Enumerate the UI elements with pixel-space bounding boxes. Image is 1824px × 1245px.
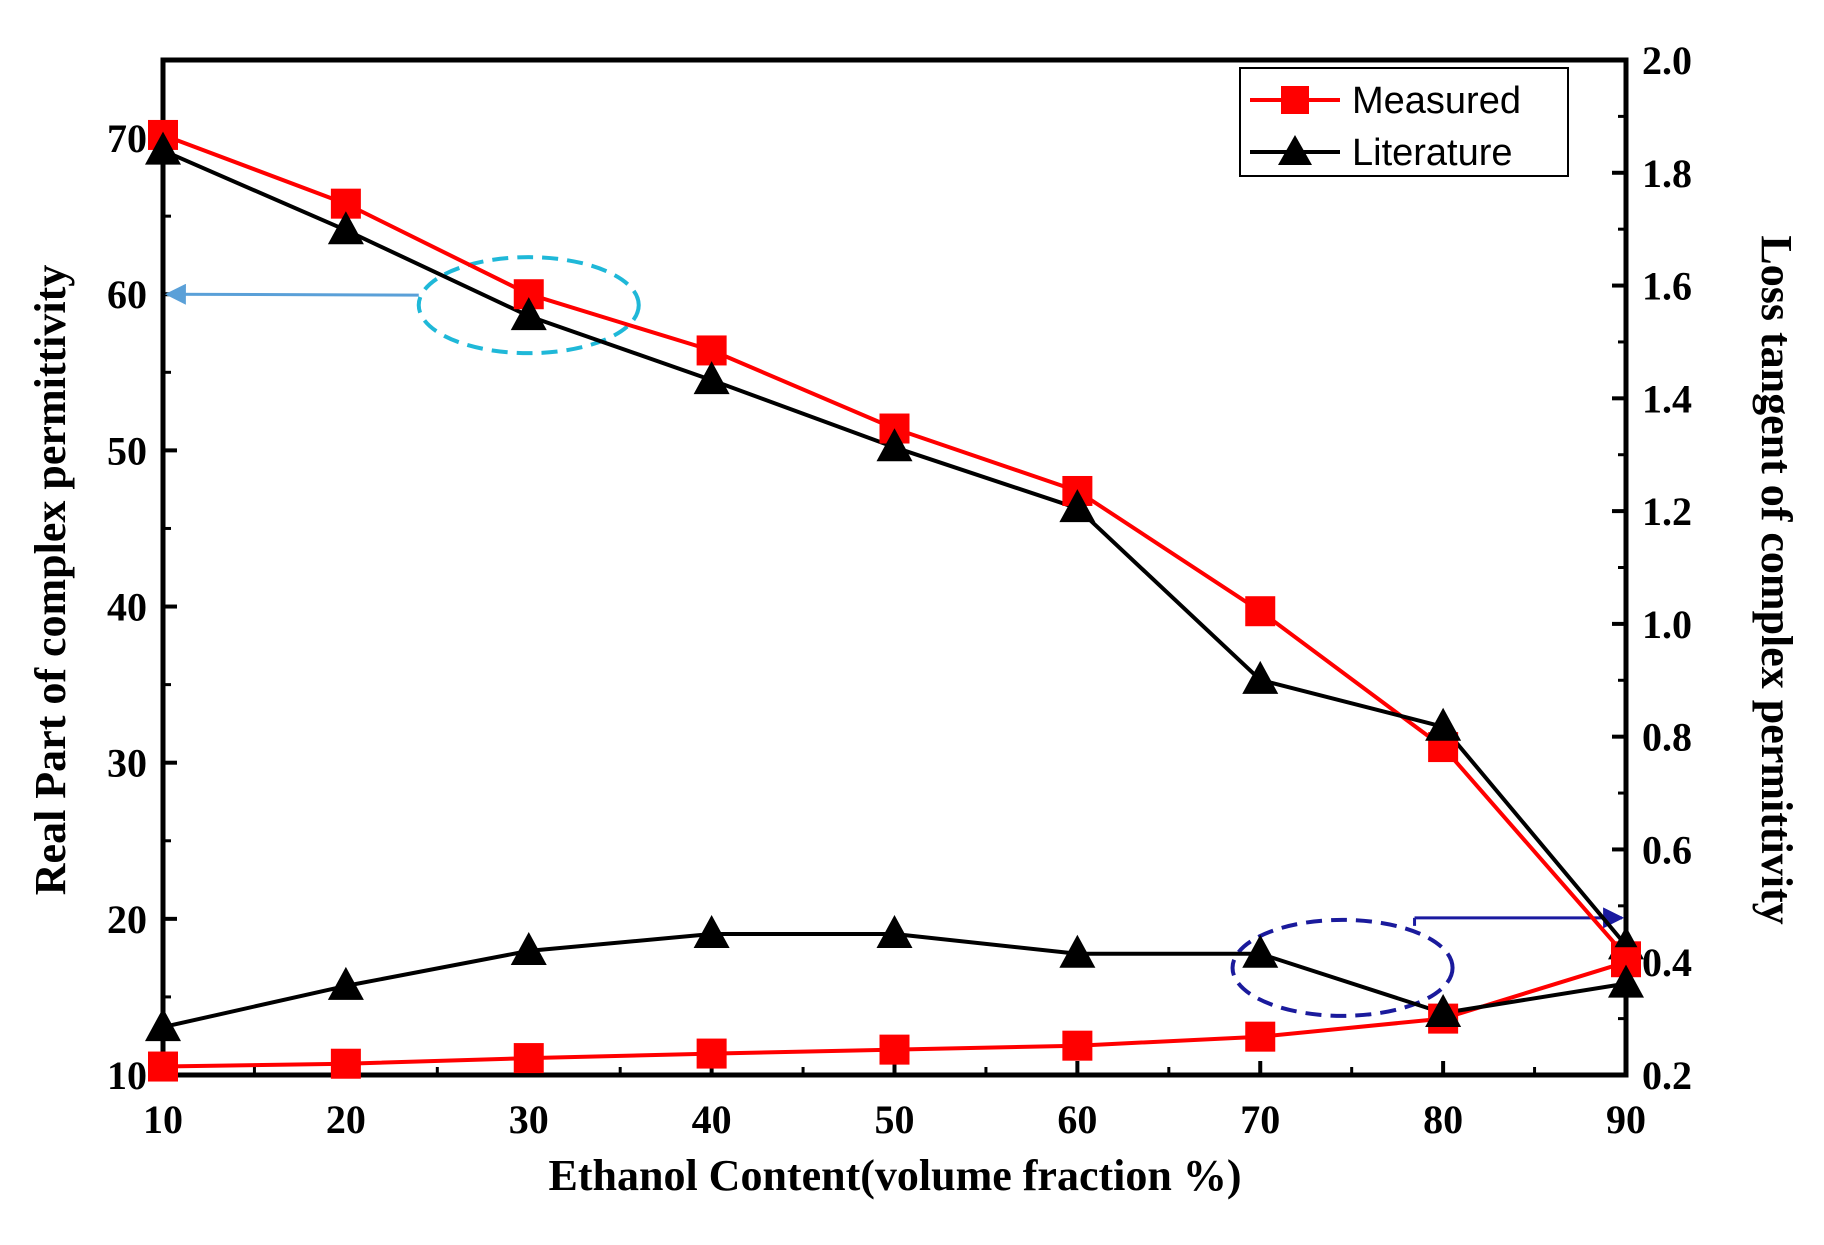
point-measured-right-50	[879, 1034, 910, 1065]
y-left-tick-label-20: 20	[107, 897, 147, 942]
point-measured-right-40	[696, 1038, 727, 1069]
y-right-tick-label-0.8: 0.8	[1642, 715, 1692, 760]
point-measured-right-30	[513, 1043, 544, 1074]
point-literature-left-50	[876, 428, 913, 462]
x-tick-label-90: 90	[1606, 1097, 1646, 1142]
y-right-tick-label-1.6: 1.6	[1642, 264, 1692, 309]
y-right-tick-label-0.2: 0.2	[1642, 1053, 1692, 1098]
point-measured-right-20	[330, 1048, 361, 1079]
point-literature-left-40	[693, 361, 730, 395]
point-measured-right-60	[1062, 1030, 1093, 1061]
point-literature-right-90	[1608, 964, 1644, 998]
x-tick-label-50: 50	[875, 1097, 915, 1142]
point-literature-left-70	[1242, 660, 1279, 694]
annotation-layer	[164, 255, 1625, 1018]
y-left-tick-label-50: 50	[107, 428, 147, 473]
point-measured-right-10	[148, 1051, 178, 1082]
y-left-tick-label-10: 10	[107, 1053, 147, 1098]
x-tick-label-10: 10	[143, 1097, 183, 1142]
point-measured-left-40	[696, 335, 727, 366]
x-tick-label-60: 60	[1057, 1097, 1097, 1142]
point-literature-right-20	[327, 966, 364, 1000]
x-axis-title: Ethanol Content(volume fraction %)	[549, 1151, 1242, 1200]
point-literature-right-70	[1242, 934, 1279, 968]
point-literature-right-40	[693, 915, 730, 949]
y-right-tick-label-0.6: 0.6	[1642, 827, 1692, 872]
point-measured-left-70	[1245, 596, 1276, 627]
y-right-tick-label-0.4: 0.4	[1642, 940, 1692, 985]
point-literature-right-80	[1425, 993, 1462, 1027]
x-tick-label-70: 70	[1240, 1097, 1280, 1142]
point-literature-left-80	[1425, 707, 1462, 741]
ticks-layer: 10 20 30 40 50 60 70 80 90 10 20 30 40 50 60 70 0.2 0.4 0.…	[107, 38, 1692, 1142]
x-tick-label-40: 40	[692, 1097, 732, 1142]
legend-marker-measured	[1281, 86, 1309, 114]
point-literature-right-10	[145, 1008, 181, 1042]
point-literature-right-30	[510, 931, 547, 965]
point-literature-left-30	[510, 297, 547, 331]
y-right-tick-label-1.8: 1.8	[1642, 151, 1692, 196]
annotation-ellipse-1	[416, 255, 641, 356]
legend-label-measured: Measured	[1352, 80, 1521, 122]
y-right-tick-label-1.0: 1.0	[1642, 602, 1692, 647]
y-right-tick-label-2.0: 2.0	[1642, 38, 1692, 83]
series-line-measured-left	[162, 133, 1628, 958]
y-left-tick-label-60: 60	[107, 272, 147, 317]
x-tick-label-20: 20	[326, 1097, 366, 1142]
x-tick-label-30: 30	[509, 1097, 549, 1142]
annotation-ellipse-2	[1230, 917, 1455, 1018]
point-literature-right-60	[1059, 934, 1096, 968]
y-right-tick-label-1.2: 1.2	[1642, 489, 1692, 534]
y-axis-left-title: Real Part of complex permittivity	[26, 265, 75, 895]
marker-layer	[145, 119, 1644, 1082]
legend: Measured Literature	[1239, 67, 1569, 177]
y-right-tick-label-1.4: 1.4	[1642, 376, 1692, 421]
point-literature-left-60	[1059, 489, 1096, 523]
y-left-tick-label-70: 70	[107, 116, 147, 161]
x-tick-label-80: 80	[1423, 1097, 1463, 1142]
y-left-tick-label-30: 30	[107, 741, 147, 786]
point-literature-left-20	[327, 211, 364, 245]
point-literature-left-10	[145, 131, 181, 165]
annotation-arrow-1	[164, 283, 419, 305]
legend-label-literature: Literature	[1352, 132, 1513, 174]
point-literature-right-50	[876, 915, 913, 949]
legend-marker-literature	[1278, 135, 1312, 165]
y-left-tick-label-40: 40	[107, 585, 147, 630]
y-axis-right-title: Loss tangent of complex permittivity	[1752, 235, 1801, 924]
series-line-literature-left	[162, 148, 1628, 947]
point-measured-right-70	[1245, 1021, 1276, 1052]
